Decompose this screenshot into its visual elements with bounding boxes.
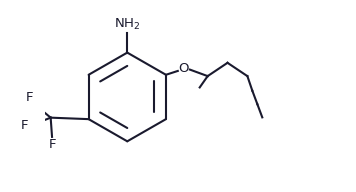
Text: F: F [26,91,33,104]
Text: NH$_2$: NH$_2$ [114,17,141,32]
Text: F: F [48,138,56,151]
Text: F: F [20,119,28,132]
Text: O: O [179,62,189,75]
